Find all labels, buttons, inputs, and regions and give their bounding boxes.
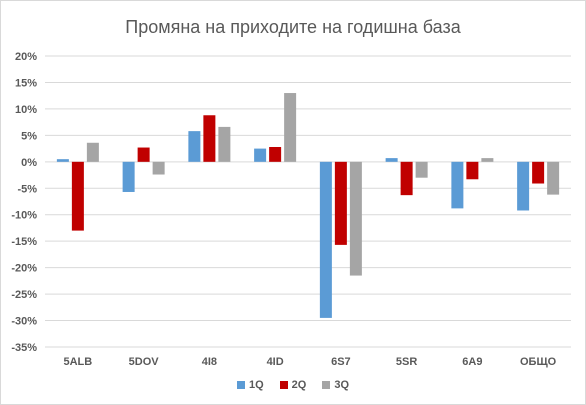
y-tick-label: 5% [21,130,37,142]
y-tick-label: 20% [15,51,37,63]
x-tick-label: ОБЩО [520,356,557,368]
bar-1Q-4I8 [188,131,201,162]
bar-2Q-ОБЩО [532,161,545,184]
bar-2Q-6S7 [334,161,347,245]
bar-1Q-6S7 [319,161,332,318]
bar-3Q-5SR [415,161,428,178]
bar-3Q-6S7 [349,161,362,276]
bar-3Q-ОБЩО [547,161,560,195]
x-tick-label: 6A9 [462,356,482,368]
bar-2Q-5SR [400,161,413,196]
legend-label: 2Q [291,379,307,391]
x-tick-label: 4I8 [202,356,217,368]
legend-item: 1Q [236,379,264,391]
bar-3Q-4I8 [218,126,231,162]
y-tick-label: -25% [11,289,37,301]
bar-2Q-5DOV [137,147,150,162]
bar-1Q-6A9 [451,161,464,209]
x-tick-label: 5ALB [64,356,93,368]
y-tick-label: -15% [11,236,37,248]
bar-1Q-ОБЩО [517,161,530,211]
legend-swatch [322,381,331,389]
legend-label: 3Q [334,379,350,391]
legend-label: 1Q [248,379,264,391]
y-tick-label: 10% [15,104,37,116]
y-tick-label: -35% [11,342,37,354]
y-tick-label: 0% [21,157,37,169]
x-tick-label: 6S7 [331,356,351,368]
chart-legend: 1Q 2Q 3Q [1,379,585,391]
y-tick-label: 15% [15,77,37,89]
x-tick-label: 4ID [267,356,284,368]
bar-2Q-6A9 [466,161,479,180]
bar-2Q-4I8 [203,115,216,162]
bar-1Q-5DOV [122,161,135,192]
bar-3Q-5DOV [152,161,165,175]
bar-3Q-6A9 [481,158,494,162]
bar-1Q-5SR [385,158,398,162]
bar-3Q-4ID [284,93,297,162]
bar-2Q-5ALB [71,161,84,231]
x-tick-label: 5SR [396,356,417,368]
chart-title: Промяна на приходите на годишна база [125,17,461,37]
bar-3Q-5ALB [86,142,99,162]
bar-2Q-4ID [269,147,282,162]
bar-1Q-5ALB [56,159,69,162]
y-tick-label: -20% [11,263,37,275]
y-tick-label: -5% [17,183,37,195]
legend-item: 3Q [322,379,349,391]
legend-swatch [279,381,288,389]
legend-swatch [236,381,245,389]
bar-1Q-4ID [254,148,267,162]
y-tick-label: -30% [11,316,37,328]
legend-item: 2Q [279,379,307,391]
x-tick-label: 5DOV [129,356,160,368]
y-tick-label: -10% [11,210,37,222]
